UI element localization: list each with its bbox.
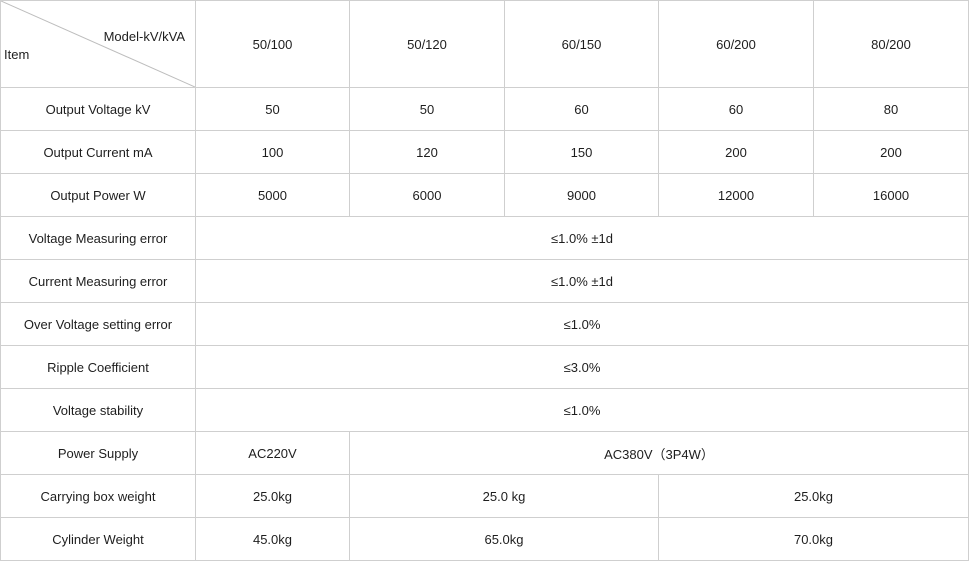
model-header: 60/200 (658, 0, 814, 88)
cell: AC220V (195, 431, 350, 475)
row-label: Voltage stability (0, 388, 196, 432)
table-row-ripple: Ripple Coefficient ≤3.0% (0, 345, 969, 389)
row-label: Cylinder Weight (0, 517, 196, 561)
cell: ≤1.0% (195, 302, 969, 346)
row-label: Output Voltage kV (0, 87, 196, 131)
cell: AC380V（3P4W） (349, 431, 969, 475)
row-label: Current Measuring error (0, 259, 196, 303)
cell: ≤1.0% ±1d (195, 216, 969, 260)
cell: 9000 (504, 173, 659, 217)
cell: 200 (813, 130, 969, 174)
cell: 65.0kg (349, 517, 659, 561)
cell: 100 (195, 130, 350, 174)
model-header-label: Model-kV/kVA (103, 29, 185, 44)
cell: 80 (813, 87, 969, 131)
row-label: Output Current mA (0, 130, 196, 174)
cell: 25.0kg (658, 474, 969, 518)
cell: 60 (658, 87, 814, 131)
cell: 150 (504, 130, 659, 174)
corner-cell: Model-kV/kVA Item (0, 0, 196, 88)
model-header: 50/120 (349, 0, 505, 88)
table-row-overvoltage-error: Over Voltage setting error ≤1.0% (0, 302, 969, 346)
cell: 70.0kg (658, 517, 969, 561)
cell: ≤1.0% (195, 388, 969, 432)
cell: 45.0kg (195, 517, 350, 561)
table-row-stability: Voltage stability ≤1.0% (0, 388, 969, 432)
diagonal-divider (1, 1, 195, 87)
cell: 60 (504, 87, 659, 131)
cell: 50 (349, 87, 505, 131)
item-header-label: Item (4, 47, 30, 62)
table-row-voltage-error: Voltage Measuring error ≤1.0% ±1d (0, 216, 969, 260)
table-row-power-supply: Power Supply AC220V AC380V（3P4W） (0, 431, 969, 475)
cell: 50 (195, 87, 350, 131)
cell: 25.0kg (195, 474, 350, 518)
cell: 25.0 kg (349, 474, 659, 518)
row-label: Voltage Measuring error (0, 216, 196, 260)
model-header: 60/150 (504, 0, 659, 88)
model-header: 50/100 (195, 0, 350, 88)
row-label: Over Voltage setting error (0, 302, 196, 346)
cell: 120 (349, 130, 505, 174)
table-row-output-current: Output Current mA 100 120 150 200 200 (0, 130, 969, 174)
row-label: Output Power W (0, 173, 196, 217)
table-row-current-error: Current Measuring error ≤1.0% ±1d (0, 259, 969, 303)
row-label: Carrying box weight (0, 474, 196, 518)
cell: 16000 (813, 173, 969, 217)
row-label: Ripple Coefficient (0, 345, 196, 389)
table-row-output-voltage: Output Voltage kV 50 50 60 60 80 (0, 87, 969, 131)
table-row-box-weight: Carrying box weight 25.0kg 25.0 kg 25.0k… (0, 474, 969, 518)
cell: ≤3.0% (195, 345, 969, 389)
cell: 6000 (349, 173, 505, 217)
table-row-cylinder-weight: Cylinder Weight 45.0kg 65.0kg 70.0kg (0, 517, 969, 561)
cell: 12000 (658, 173, 814, 217)
row-label: Power Supply (0, 431, 196, 475)
cell: ≤1.0% ±1d (195, 259, 969, 303)
model-header: 80/200 (813, 0, 969, 88)
header-row: Model-kV/kVA Item 50/100 50/120 60/150 6… (0, 0, 969, 88)
cell: 200 (658, 130, 814, 174)
table-row-output-power: Output Power W 5000 6000 9000 12000 1600… (0, 173, 969, 217)
cell: 5000 (195, 173, 350, 217)
